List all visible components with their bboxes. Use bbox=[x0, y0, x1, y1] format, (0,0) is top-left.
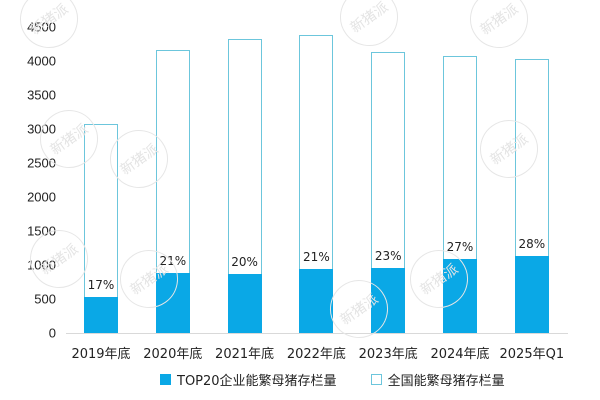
outline-square-icon bbox=[370, 374, 382, 385]
filled-square-icon bbox=[160, 374, 171, 385]
legend-label-national: 全国能繁母猪存栏量 bbox=[387, 374, 505, 389]
bar-top20 bbox=[514, 256, 549, 333]
legend-item-national: 全国能繁母猪存栏量 bbox=[370, 370, 505, 389]
x-axis-line bbox=[66, 333, 568, 334]
share-label: 17% bbox=[87, 277, 115, 292]
x-tick-label: 2021年底 bbox=[215, 347, 275, 362]
x-tick-label: 2020年底 bbox=[143, 347, 203, 362]
watermark-stamp: 新猪派 bbox=[458, 0, 540, 60]
y-tick-label: 2000 bbox=[27, 189, 56, 205]
watermark-stamp: 新猪派 bbox=[328, 0, 410, 58]
x-tick-label: 2025年Q1 bbox=[499, 347, 565, 362]
y-tick-label: 2500 bbox=[27, 155, 56, 171]
bar-top20 bbox=[155, 273, 190, 333]
y-tick-label: 4000 bbox=[27, 53, 56, 69]
legend-label-top20: TOP20企业能繁母猪存栏量 bbox=[177, 374, 337, 389]
bar-top20 bbox=[443, 258, 477, 333]
x-tick-label: 2024年底 bbox=[430, 347, 490, 362]
y-tick-label: 3000 bbox=[27, 121, 56, 137]
y-tick-label: 0 bbox=[48, 325, 56, 341]
bar-top20 bbox=[371, 268, 406, 333]
x-tick-label: 2023年底 bbox=[358, 347, 418, 362]
bar-top20 bbox=[84, 296, 118, 333]
y-tick-label: 1000 bbox=[27, 257, 56, 273]
y-tick-label: 1500 bbox=[27, 223, 56, 239]
x-tick-label: 2019年底 bbox=[71, 347, 131, 362]
share-label: 21% bbox=[303, 250, 330, 265]
bar-top20 bbox=[299, 269, 334, 333]
share-label: 28% bbox=[518, 237, 546, 252]
legend-item-top20: TOP20企业能繁母猪存栏量 bbox=[160, 370, 337, 389]
x-tick-label: 2022年底 bbox=[286, 347, 346, 362]
y-tick-label: 500 bbox=[34, 291, 56, 307]
share-label: 21% bbox=[159, 254, 187, 269]
share-label: 27% bbox=[446, 239, 474, 254]
legend: TOP20企业能繁母猪存栏量 全国能繁母猪存栏量 bbox=[160, 370, 539, 389]
y-tick-label: 4500 bbox=[27, 19, 56, 35]
bar-top20 bbox=[227, 273, 262, 333]
y-tick-label: 3500 bbox=[27, 87, 56, 103]
share-label: 23% bbox=[374, 249, 402, 264]
share-label: 20% bbox=[231, 254, 258, 269]
